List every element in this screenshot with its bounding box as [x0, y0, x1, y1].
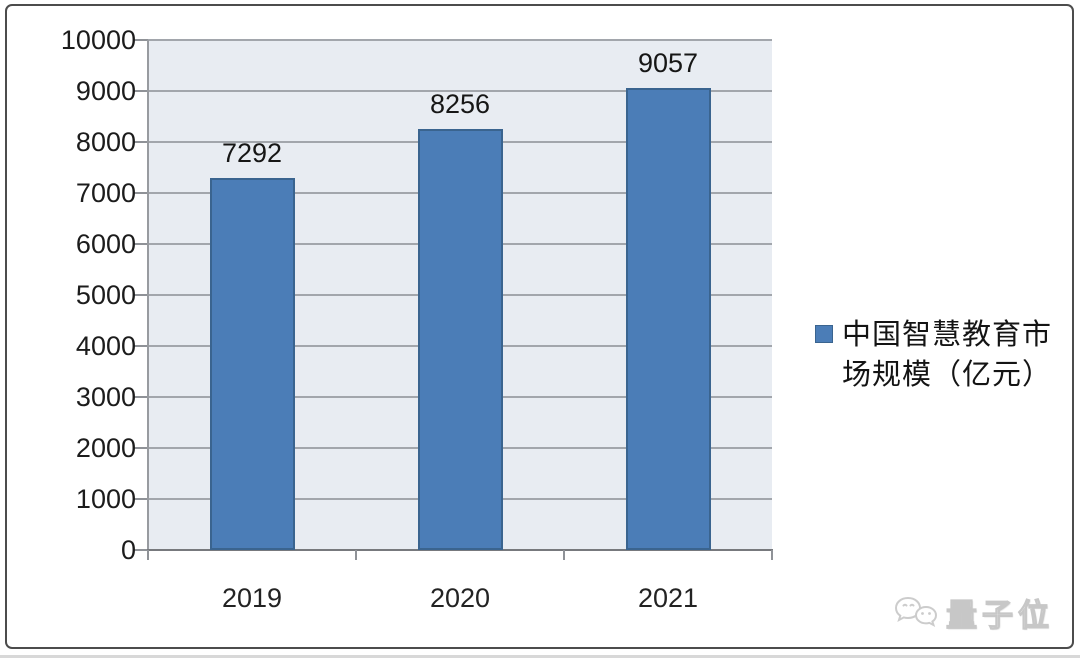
x-axis-label: 2020: [429, 583, 491, 613]
wechat-chat-bubbles-icon: [894, 596, 938, 627]
y-axis-label: 0: [120, 535, 136, 565]
gridline: [148, 90, 772, 92]
gridline: [148, 39, 772, 41]
bar-2021: [625, 88, 711, 550]
bar-value-label: 9057: [637, 48, 699, 79]
y-axis-label: 8000: [75, 127, 136, 157]
watermark: 量子位: [894, 590, 1054, 635]
image-bottom-edge: [0, 655, 1080, 658]
y-axis-label: 2000: [75, 433, 136, 463]
x-axis-tick: [147, 550, 149, 560]
y-axis-tick: [134, 141, 148, 143]
y-axis-label: 6000: [75, 229, 136, 259]
x-axis-label: 2021: [637, 583, 699, 613]
y-axis-label: 1000: [75, 484, 136, 514]
legend: 中国智慧教育市场规模（亿元）: [815, 315, 1060, 395]
y-axis-tick: [134, 549, 148, 551]
bar-2019: [209, 178, 295, 550]
y-axis-tick: [134, 39, 148, 41]
x-axis-tick: [563, 550, 565, 560]
y-axis-tick: [134, 294, 148, 296]
bar-value-label: 7292: [221, 138, 283, 169]
y-axis-tick: [134, 345, 148, 347]
bar-value-label: 8256: [429, 88, 491, 119]
bar-2020: [417, 128, 503, 550]
x-axis-label: 2019: [221, 583, 283, 613]
y-axis-label: 9000: [75, 76, 136, 106]
y-axis-line: [147, 40, 149, 552]
watermark-text: 量子位: [945, 597, 1054, 633]
y-axis-label: 3000: [75, 382, 136, 412]
y-axis-tick: [134, 498, 148, 500]
y-axis-label: 7000: [75, 178, 136, 208]
y-axis-tick: [134, 243, 148, 245]
y-axis-tick: [134, 447, 148, 449]
y-axis-label: 5000: [75, 280, 136, 310]
x-axis-line: [147, 549, 773, 551]
y-axis-label: 4000: [75, 331, 136, 361]
legend-label: 中国智慧教育市场规模（亿元）: [842, 319, 1053, 391]
y-axis-tick: [134, 192, 148, 194]
y-axis-label: 10000: [60, 25, 136, 55]
x-axis-tick: [771, 550, 773, 560]
y-axis-tick: [134, 396, 148, 398]
y-axis-tick: [134, 90, 148, 92]
x-axis-tick: [355, 550, 357, 560]
legend-marker-icon: [815, 325, 833, 343]
